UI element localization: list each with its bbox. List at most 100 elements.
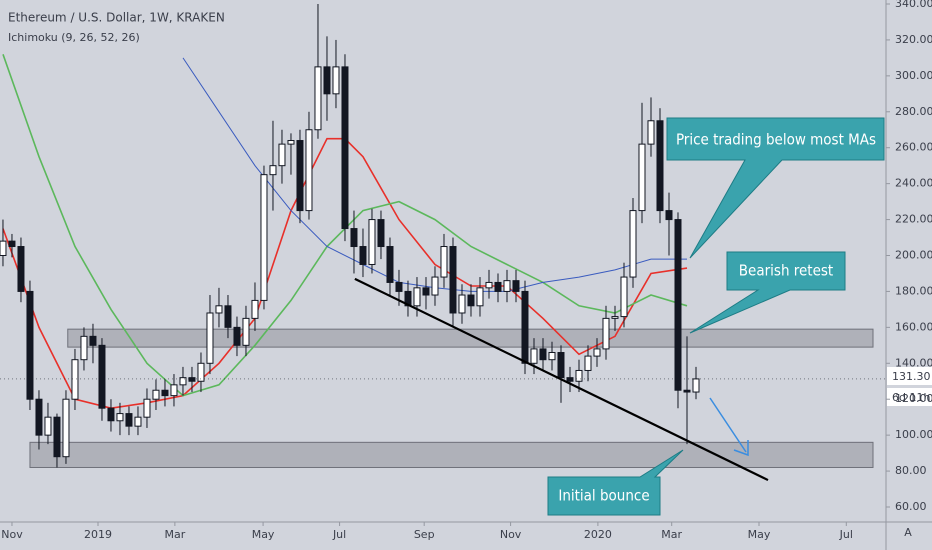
candle-body [476, 287, 484, 307]
candle-body [188, 377, 196, 382]
candle-body [683, 389, 691, 393]
candle-body [332, 66, 340, 95]
candle-body [314, 66, 322, 131]
y-tick-label: 140.00 [895, 356, 932, 369]
candle-body [422, 287, 430, 296]
candle-body [224, 305, 232, 328]
candle-body [692, 378, 700, 393]
candle-body [215, 305, 223, 314]
forecast-arrow [709, 397, 747, 453]
y-tick-label: 120.00 [895, 392, 932, 405]
candle-body [161, 389, 169, 397]
plot-area [0, 4, 885, 482]
callout-box [547, 449, 684, 516]
zone [67, 328, 874, 348]
candle-body [440, 246, 448, 278]
callout: Price trading below most MAs [666, 117, 885, 259]
candle-body [620, 276, 628, 318]
candle-body [17, 246, 25, 292]
candle-body [152, 389, 160, 400]
candle-body [485, 281, 493, 289]
x-tick-label: Mar [164, 528, 185, 541]
callout-box [689, 251, 846, 334]
candle-body [197, 362, 205, 382]
candle-body [512, 280, 520, 292]
x-tick-label: Mar [661, 528, 682, 541]
candle-body [548, 352, 556, 361]
candle-body [179, 377, 187, 386]
indicator-legend: Ichimoku (9, 26, 52, 26) [8, 31, 140, 44]
candle-body [395, 281, 403, 292]
x-tick-label: Sep [414, 528, 435, 541]
candle-body [206, 312, 214, 364]
candle-body [170, 384, 178, 397]
candle-body [584, 355, 592, 371]
callout: Bearish retest [689, 251, 846, 334]
trendline [354, 277, 769, 482]
x-tick-label: 2019 [84, 528, 112, 541]
candle-body [80, 335, 88, 361]
chart-title: Ethereum / U.S. Dollar, 1W, KRAKEN [8, 11, 225, 25]
x-tick-label: 2020 [584, 528, 612, 541]
candle-body [251, 299, 259, 319]
y-tick-label: 320.00 [895, 33, 932, 46]
y-tick-label: 200.00 [895, 249, 932, 262]
y-tick-label: 260.00 [895, 141, 932, 154]
candle-body [494, 281, 502, 292]
last-price: 131.30 [892, 370, 931, 383]
candle-body [53, 416, 61, 458]
candle-body [62, 398, 70, 458]
candle-body [71, 359, 79, 400]
candle-body [287, 140, 295, 145]
candle-body [98, 344, 106, 409]
countdown: 6d 11h [892, 391, 930, 404]
y-tick-label: 60.00 [895, 500, 927, 513]
y-tick-label: 80.00 [895, 464, 927, 477]
candle-body [431, 276, 439, 296]
candle-body [503, 280, 511, 292]
candle-body [134, 416, 142, 427]
candle-body [368, 219, 376, 265]
candle-body [323, 66, 331, 95]
x-tick-label: Jul [839, 528, 853, 541]
candle-body [359, 246, 367, 265]
y-tick-label: 300.00 [895, 69, 932, 82]
candle-body [377, 219, 385, 248]
candle-body [125, 413, 133, 427]
candle-body [665, 210, 673, 221]
y-tick-label: 160.00 [895, 320, 932, 333]
candle-body [143, 398, 151, 418]
callout-box [666, 117, 885, 259]
candle-body [233, 326, 241, 346]
countdown-box [887, 388, 932, 406]
candle-body [269, 165, 277, 176]
candle-body [557, 352, 565, 379]
candle-body [539, 348, 547, 361]
x-tick-label: Nov [500, 528, 522, 541]
y-tick-label: 240.00 [895, 177, 932, 190]
x-tick-label: Nov [1, 528, 23, 541]
candle-body [0, 240, 7, 256]
last-price-box [887, 367, 932, 385]
annotation: Initial bounce [558, 487, 649, 505]
candle-body [107, 407, 115, 422]
candle-body [341, 66, 349, 230]
annotation: Bearish retest [739, 262, 833, 280]
x-tick-label: May [252, 528, 275, 541]
candle-body [260, 174, 268, 301]
x-tick-label: May [748, 528, 771, 541]
candle-body [647, 120, 655, 145]
candle-body [8, 240, 16, 248]
candle-body [296, 140, 304, 212]
y-tick-label: 220.00 [895, 213, 932, 226]
candle-body [611, 316, 619, 319]
candle-body [35, 398, 43, 436]
candle-body [26, 290, 34, 400]
candle-body [116, 413, 124, 422]
candle-body [566, 377, 574, 382]
candle-body [575, 369, 583, 382]
candle-body [89, 335, 97, 346]
y-tick-label: 280.00 [895, 105, 932, 118]
candle-body [458, 294, 466, 314]
scale-mode[interactable]: A [904, 526, 912, 539]
